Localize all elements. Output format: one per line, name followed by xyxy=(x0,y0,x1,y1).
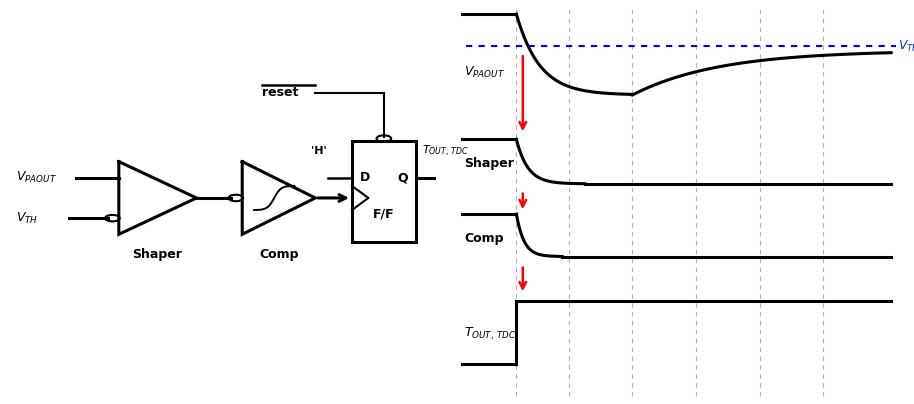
Text: Q: Q xyxy=(398,171,409,184)
Text: F/F: F/F xyxy=(373,208,395,221)
Text: Shaper: Shaper xyxy=(464,157,515,170)
Text: $T_{OUT,\, TDC}$: $T_{OUT,\, TDC}$ xyxy=(422,144,469,159)
Text: 'H': 'H' xyxy=(311,147,326,156)
Text: D: D xyxy=(359,171,370,184)
Text: $T_{OUT,\, TDC}$: $T_{OUT,\, TDC}$ xyxy=(464,325,516,341)
Bar xyxy=(352,141,416,242)
Text: Comp: Comp xyxy=(259,248,299,261)
Text: reset: reset xyxy=(262,86,299,99)
Text: Comp: Comp xyxy=(464,232,504,245)
Text: $V_{PAOUT}$: $V_{PAOUT}$ xyxy=(464,65,505,80)
Text: $V_{PAOUT}$: $V_{PAOUT}$ xyxy=(16,170,58,185)
Text: $V_{TH}$: $V_{TH}$ xyxy=(898,39,914,54)
Text: $V_{TH}$: $V_{TH}$ xyxy=(16,210,38,226)
Text: Shaper: Shaper xyxy=(133,248,182,261)
